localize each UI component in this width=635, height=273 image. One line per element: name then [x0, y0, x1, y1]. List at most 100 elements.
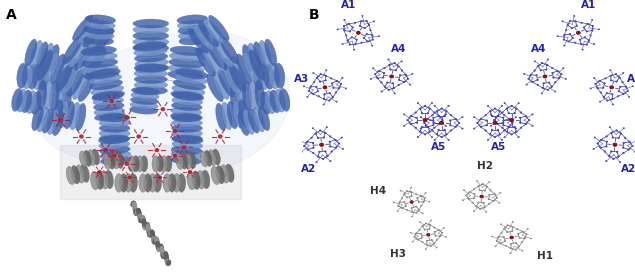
- Circle shape: [331, 151, 333, 152]
- Circle shape: [576, 25, 578, 26]
- Ellipse shape: [213, 39, 233, 67]
- Ellipse shape: [115, 174, 123, 192]
- Circle shape: [497, 115, 499, 117]
- Circle shape: [504, 241, 506, 242]
- Ellipse shape: [83, 36, 114, 45]
- Circle shape: [419, 108, 421, 109]
- Circle shape: [416, 233, 417, 234]
- Circle shape: [393, 202, 394, 203]
- Ellipse shape: [171, 129, 203, 138]
- Circle shape: [623, 142, 625, 144]
- Ellipse shape: [72, 72, 90, 99]
- Ellipse shape: [30, 91, 41, 114]
- Ellipse shape: [50, 81, 59, 111]
- Circle shape: [569, 20, 571, 22]
- Circle shape: [547, 59, 549, 60]
- Ellipse shape: [253, 65, 264, 90]
- Circle shape: [432, 124, 434, 126]
- Ellipse shape: [78, 74, 95, 102]
- Ellipse shape: [134, 81, 168, 89]
- Ellipse shape: [178, 31, 209, 40]
- Ellipse shape: [27, 64, 38, 89]
- Circle shape: [610, 80, 612, 81]
- Circle shape: [534, 70, 535, 71]
- Circle shape: [472, 202, 474, 203]
- Circle shape: [448, 105, 450, 106]
- Ellipse shape: [47, 110, 58, 134]
- Circle shape: [403, 114, 405, 115]
- Circle shape: [521, 242, 523, 243]
- Circle shape: [577, 31, 580, 34]
- Ellipse shape: [227, 101, 237, 129]
- Circle shape: [335, 92, 337, 93]
- Circle shape: [411, 73, 413, 75]
- Ellipse shape: [81, 164, 90, 182]
- Ellipse shape: [100, 156, 131, 165]
- Circle shape: [427, 126, 429, 128]
- Circle shape: [424, 122, 425, 124]
- Circle shape: [404, 74, 406, 75]
- Circle shape: [485, 130, 486, 131]
- Text: H3: H3: [391, 249, 406, 259]
- Ellipse shape: [77, 19, 98, 44]
- Circle shape: [476, 180, 478, 182]
- Circle shape: [370, 78, 371, 80]
- Ellipse shape: [67, 69, 84, 97]
- Circle shape: [411, 207, 413, 209]
- Circle shape: [563, 39, 565, 40]
- Circle shape: [97, 170, 102, 174]
- Circle shape: [510, 118, 514, 122]
- Ellipse shape: [219, 36, 239, 64]
- Circle shape: [508, 126, 510, 127]
- Circle shape: [590, 88, 591, 89]
- Circle shape: [598, 29, 599, 30]
- Circle shape: [495, 246, 496, 247]
- Circle shape: [551, 67, 553, 69]
- Circle shape: [304, 145, 305, 147]
- Circle shape: [406, 191, 408, 192]
- Circle shape: [548, 82, 550, 83]
- Circle shape: [595, 83, 596, 85]
- Circle shape: [448, 139, 450, 141]
- Circle shape: [400, 190, 401, 191]
- Circle shape: [308, 90, 310, 92]
- Circle shape: [335, 147, 337, 148]
- Circle shape: [416, 117, 417, 118]
- Ellipse shape: [265, 91, 276, 114]
- Circle shape: [323, 104, 324, 105]
- Circle shape: [473, 197, 475, 199]
- Circle shape: [491, 236, 493, 237]
- Ellipse shape: [243, 52, 258, 82]
- Circle shape: [499, 133, 500, 135]
- Ellipse shape: [174, 74, 207, 84]
- Circle shape: [510, 236, 514, 239]
- Ellipse shape: [208, 150, 216, 166]
- Circle shape: [326, 127, 328, 128]
- Circle shape: [504, 130, 505, 131]
- Circle shape: [496, 240, 498, 241]
- Circle shape: [417, 102, 418, 104]
- Circle shape: [441, 232, 443, 233]
- Circle shape: [575, 21, 577, 22]
- Circle shape: [351, 37, 352, 38]
- Circle shape: [434, 139, 436, 141]
- Circle shape: [480, 118, 482, 120]
- Circle shape: [434, 105, 436, 106]
- Circle shape: [356, 31, 360, 34]
- Circle shape: [612, 137, 613, 138]
- Ellipse shape: [218, 69, 235, 97]
- Circle shape: [398, 205, 399, 207]
- Circle shape: [634, 151, 635, 153]
- Circle shape: [320, 73, 321, 75]
- Circle shape: [516, 131, 518, 132]
- Circle shape: [473, 128, 475, 129]
- Circle shape: [610, 151, 612, 152]
- Ellipse shape: [200, 151, 208, 167]
- Circle shape: [419, 229, 420, 230]
- Circle shape: [329, 136, 331, 137]
- Polygon shape: [36, 31, 290, 175]
- Circle shape: [493, 200, 495, 201]
- Circle shape: [512, 122, 513, 124]
- Ellipse shape: [37, 50, 53, 81]
- Ellipse shape: [133, 31, 169, 40]
